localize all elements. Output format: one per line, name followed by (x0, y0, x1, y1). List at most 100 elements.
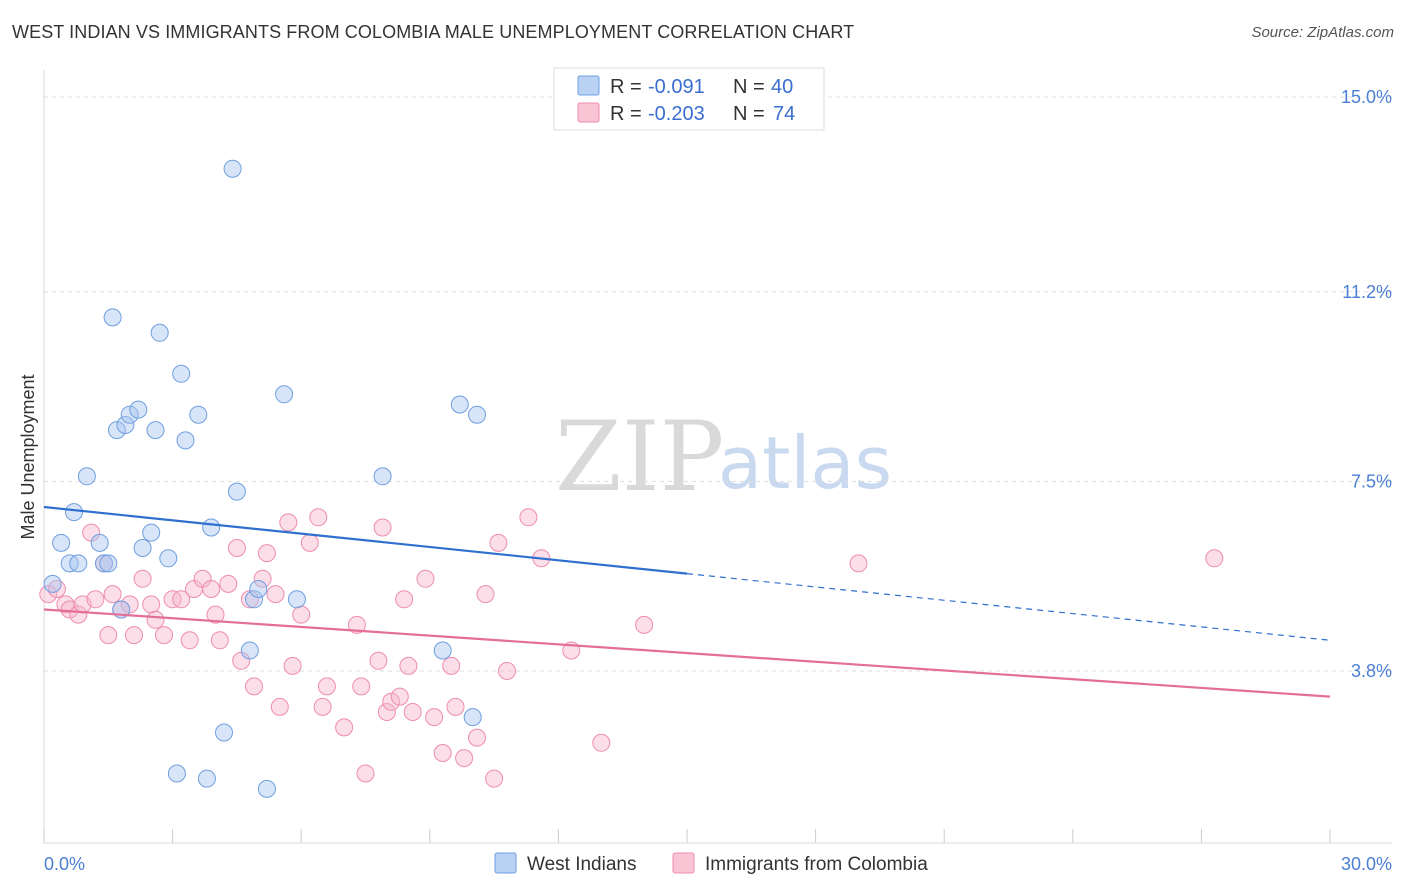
x-tick-label-min: 0.0% (44, 854, 85, 874)
series-west-indians (39, 508, 1224, 788)
colombia-point (253, 569, 272, 588)
colombia-point (300, 533, 319, 552)
west-indians-point (189, 405, 208, 424)
west-indians-point (107, 421, 126, 440)
legend: R = -0.091 N = 40 R = -0.203 N = 74 (553, 67, 825, 131)
west-indians-point (275, 385, 294, 404)
colombia-point (455, 749, 474, 768)
colombia-point (257, 544, 276, 563)
west-indians-point (215, 723, 233, 742)
colombia-point (180, 631, 199, 650)
colombia-point (1205, 549, 1224, 568)
west-indians-point (245, 590, 263, 609)
source-credit: Source: ZipAtlas.com (1251, 24, 1394, 41)
bottom-legend-label-west-indians: West Indians (527, 854, 636, 875)
gridlines (44, 96, 1392, 672)
west-indians-point (99, 554, 118, 573)
colombia-point (313, 697, 332, 716)
colombia-point (377, 703, 396, 721)
colombia-point (317, 677, 336, 696)
west-indians-point (227, 482, 246, 501)
colombia-point (489, 533, 508, 552)
colombia-point (416, 569, 435, 588)
y-tick-label: 11.2% (1342, 282, 1392, 302)
y-axis-label: Male Unemployment (18, 374, 38, 539)
colombia-point (270, 697, 289, 716)
legend-r-label-west-indians: R = (610, 76, 642, 98)
colombia-point (356, 764, 375, 783)
colombia-point (635, 615, 654, 634)
legend-swatch-west-indians (577, 75, 600, 96)
west-indians-point (202, 518, 221, 537)
west-indians-point (69, 554, 88, 573)
west-indians-point (52, 533, 71, 552)
colombia-point (155, 626, 173, 645)
watermark-atlas: atlas (718, 421, 892, 505)
colombia-trendline (43, 608, 1331, 698)
colombia-point (446, 697, 465, 716)
colombia-point (292, 605, 311, 624)
legend-n-label-west-indians: N = (733, 76, 765, 98)
watermark-zip: ZIP (555, 401, 724, 513)
west-indians-point (65, 503, 83, 522)
legend-n-value-colombia: 74 (773, 103, 795, 125)
colombia-point (399, 656, 418, 675)
colombia-point (519, 508, 538, 527)
colombia-point (403, 703, 422, 721)
y-tick-label: 3.8% (1351, 661, 1392, 681)
west-indians-point (90, 533, 109, 552)
colombia-point (227, 539, 246, 557)
colombia-point (352, 677, 371, 696)
bottom-legend-swatch-west-indians (494, 852, 517, 874)
colombia-point (433, 744, 452, 762)
west-indians-point (120, 405, 139, 424)
west-indians-point (249, 580, 268, 598)
colombia-point (335, 718, 354, 737)
west-indians-point (116, 416, 135, 434)
colombia-point (142, 595, 161, 614)
axes (43, 70, 1392, 844)
west-indians-point (468, 405, 486, 424)
trendlines (43, 505, 1331, 698)
colombia-point (146, 610, 165, 629)
colombia-point (373, 518, 392, 537)
colombia-point (219, 574, 238, 593)
colombia-point (425, 708, 444, 727)
colombia-point (125, 626, 143, 645)
colombia-point (498, 662, 516, 680)
colombia-point (476, 585, 495, 604)
colombia-point (382, 692, 401, 711)
colombia-point (69, 605, 88, 624)
colombia-point (390, 687, 409, 706)
legend-swatch-colombia (577, 102, 600, 123)
west-indians-point (129, 400, 148, 419)
west-indians-point (159, 549, 178, 568)
colombia-point (347, 615, 366, 634)
colombia-point (849, 554, 868, 573)
west-indians-point (142, 523, 161, 542)
colombia-point (86, 590, 105, 609)
series-west-indians-points (43, 159, 486, 798)
bottom-legend: West Indians Immigrants from Colombia (494, 852, 928, 875)
y-tick-labels: 3.8% 7.5% 11.2% 15.0% (1341, 87, 1392, 681)
west-indians-point (433, 641, 452, 660)
legend-r-value-west-indians: -0.091 (648, 76, 705, 98)
west-indians-point (373, 467, 392, 486)
colombia-point (202, 580, 221, 598)
legend-n-label-colombia: N = (733, 103, 765, 125)
colombia-point (103, 585, 122, 604)
west-indians-point (77, 467, 96, 486)
colombia-point (283, 656, 302, 675)
chart-title: WEST INDIAN VS IMMIGRANTS FROM COLOMBIA … (12, 22, 855, 42)
west-indians-point (172, 364, 191, 383)
colombia-point (442, 656, 461, 675)
west-indians-point (167, 764, 186, 783)
colombia-point (279, 513, 298, 532)
colombia-point (485, 769, 504, 788)
legend-r-value-colombia: -0.203 (648, 103, 705, 125)
colombia-point (39, 585, 58, 604)
colombia-point (395, 590, 414, 609)
west-indians-point (133, 539, 152, 557)
west-indians-point (257, 779, 276, 798)
west-indians-point (240, 641, 259, 660)
